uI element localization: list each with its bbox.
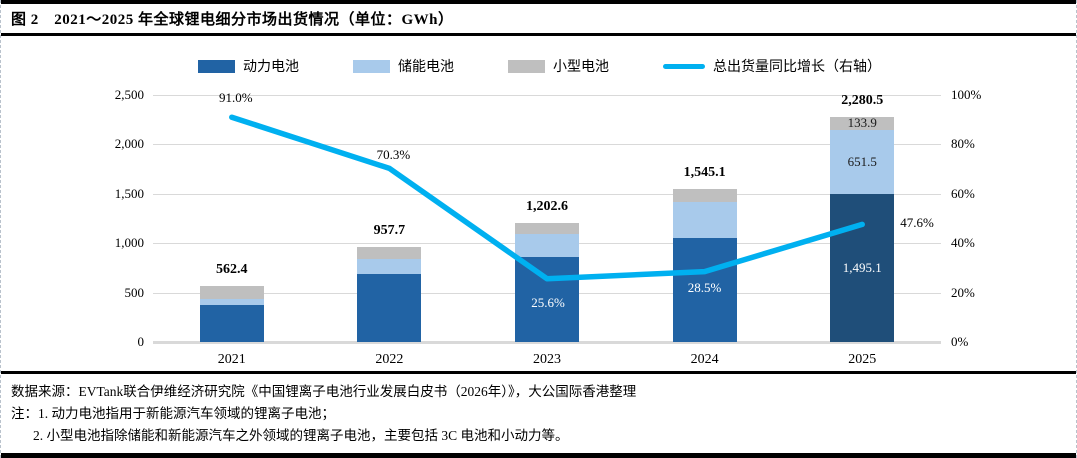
legend-swatch-small-icon — [508, 59, 545, 73]
growth-point-label: 25.6% — [531, 294, 565, 310]
bar-segment-storage — [357, 258, 422, 275]
year-label: 2022 — [375, 352, 404, 367]
legend-label: 储能电池 — [398, 60, 454, 75]
bar-total-label: 1,545.1 — [683, 165, 726, 181]
segment-value-label: 1,495.1 — [842, 260, 882, 276]
segment-value-label: 651.5 — [847, 154, 877, 170]
legend-item-power: 动力电池 — [198, 56, 299, 76]
legend-line-swatch-icon — [663, 63, 705, 69]
chart-legend: 动力电池 储能电池 小型电池 总出货量同比增长（右轴） — [1, 56, 1076, 76]
growth-point-label: 91.0% — [219, 90, 253, 106]
axis-tick-label-left: 2,500 — [114, 87, 144, 102]
axis-tick-label-right: 60% — [951, 185, 975, 201]
note-2: 2. 小型电池指除储能和新能源汽车之外领域的锂离子电池，主要包括 3C 电池和小… — [33, 428, 569, 443]
axis-tick-label-right: 40% — [951, 235, 975, 251]
year-label: 2024 — [690, 352, 719, 367]
bar-segment-small — [672, 189, 737, 202]
legend-label: 动力电池 — [243, 60, 299, 75]
gridline — [153, 95, 941, 96]
year-label: 2021 — [217, 352, 246, 367]
bar-segment-storage — [672, 201, 737, 239]
bar-segment-small — [357, 247, 422, 259]
axis-tick-label-right: 0% — [951, 334, 969, 349]
axis-tick-label-left: 0 — [137, 334, 145, 349]
segment-value-label: 133.9 — [847, 115, 877, 131]
bar-segment-storage — [515, 234, 579, 257]
bar-total-label: 1,202.6 — [526, 199, 568, 215]
axis-tick-label-left: 1,000 — [114, 235, 144, 251]
growth-point-label: 70.3% — [376, 147, 411, 163]
figure-header: 图 2 2021～2025 年全球锂电细分市场出货情况（单位：GWh） — [1, 0, 1076, 36]
figure-title: 图 2 2021～2025 年全球锂电细分市场出货情况（单位：GWh） — [11, 12, 454, 28]
axis-tick-label-right: 100% — [951, 87, 982, 102]
bar-segment-small — [199, 286, 264, 299]
axis-tick-label-right: 20% — [951, 284, 975, 300]
axis-tick-label-right: 80% — [951, 136, 975, 152]
growth-point-label: 28.5% — [687, 279, 722, 295]
note-1: 注：1. 动力电池指用于新能源汽车领域的锂离子电池； — [11, 406, 335, 421]
bar-total-label: 2,280.5 — [841, 92, 884, 108]
legend-item-small: 小型电池 — [508, 56, 609, 76]
gridline — [153, 193, 941, 195]
legend-item-line: 总出货量同比增长（右轴） — [663, 56, 881, 76]
bar-total-label: 957.7 — [373, 223, 406, 239]
gridline — [153, 144, 941, 146]
bar-segment-power — [357, 274, 422, 342]
bar-segment-storage — [199, 298, 264, 306]
bar-segment-power — [199, 305, 264, 342]
legend-label: 小型电池 — [553, 60, 609, 75]
figure-notes: 数据来源：EVTank联合伊维经济研究院《中国锂离子电池行业发展白皮书（2026… — [1, 371, 1076, 458]
bar-total-label: 562.4 — [216, 262, 248, 278]
gridline — [153, 341, 941, 344]
year-label: 2023 — [533, 352, 561, 367]
legend-item-storage: 储能电池 — [353, 56, 454, 76]
axis-tick-label-left: 500 — [124, 284, 145, 300]
year-label: 2025 — [848, 352, 877, 367]
bar-segment-small — [515, 223, 579, 235]
legend-label: 总出货量同比增长（右轴） — [713, 60, 881, 75]
legend-swatch-power-icon — [198, 59, 235, 73]
axis-tick-label-left: 2,000 — [114, 136, 144, 152]
growth-point-label: 47.6% — [900, 215, 934, 231]
axis-tick-label-left: 1,500 — [114, 185, 144, 201]
chart-area: 动力电池 储能电池 小型电池 总出货量同比增长（右轴） 2,500 100% 2,000 8… — [1, 36, 1076, 371]
legend-swatch-storage-icon — [353, 59, 390, 73]
source-note: 数据来源：EVTank联合伊维经济研究院《中国锂离子电池行业发展白皮书（2026… — [11, 384, 637, 399]
